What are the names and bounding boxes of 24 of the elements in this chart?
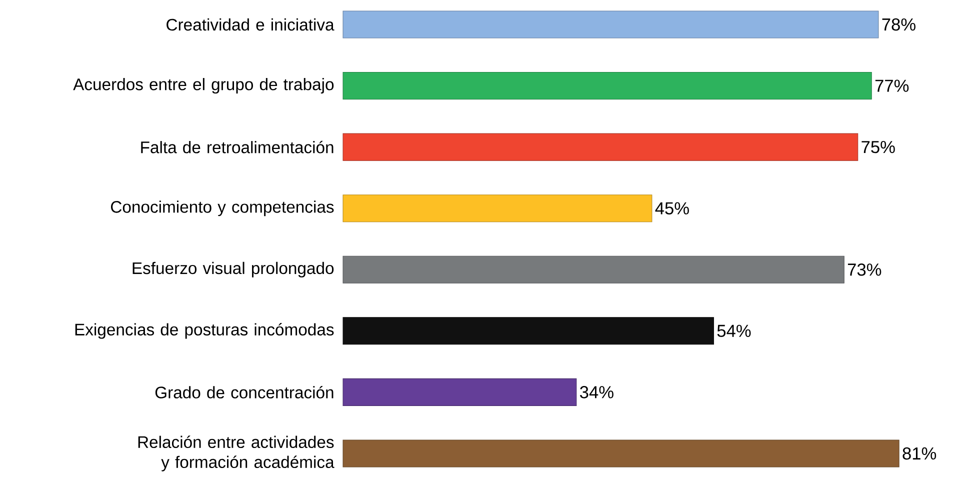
data-label: 78%: [882, 18, 916, 31]
bar: [342, 194, 652, 222]
y-tick-label: Exigencias de posturas incómodas: [75, 323, 334, 339]
data-label: 34%: [580, 386, 614, 398]
bar: [342, 378, 577, 406]
y-tick-label: Creatividad e iniciativa: [166, 18, 334, 31]
y-tick-label: Falta de retroalimentación: [141, 140, 334, 154]
data-label: 81%: [902, 447, 936, 460]
y-tick-label: Grado de concentración: [155, 386, 334, 398]
data-label: 73%: [848, 263, 882, 276]
data-label: 75%: [862, 140, 895, 154]
y-tick-label: Acuerdos entre el grupo de trabajo: [73, 78, 334, 94]
bar: [342, 133, 858, 161]
bar: [342, 72, 872, 100]
bar: [342, 10, 879, 38]
data-label: 54%: [717, 324, 751, 338]
y-tick-label: Conocimiento y competencias: [111, 200, 334, 216]
y-tick-label: Esfuerzo visual prolongado: [132, 262, 334, 278]
data-label: 45%: [655, 202, 689, 214]
bar: [342, 256, 844, 284]
bar: [342, 440, 900, 468]
y-tick-label: Relación entre actividades y formación académica: [138, 436, 334, 472]
data-label: 77%: [875, 80, 909, 92]
bar: [342, 317, 714, 345]
